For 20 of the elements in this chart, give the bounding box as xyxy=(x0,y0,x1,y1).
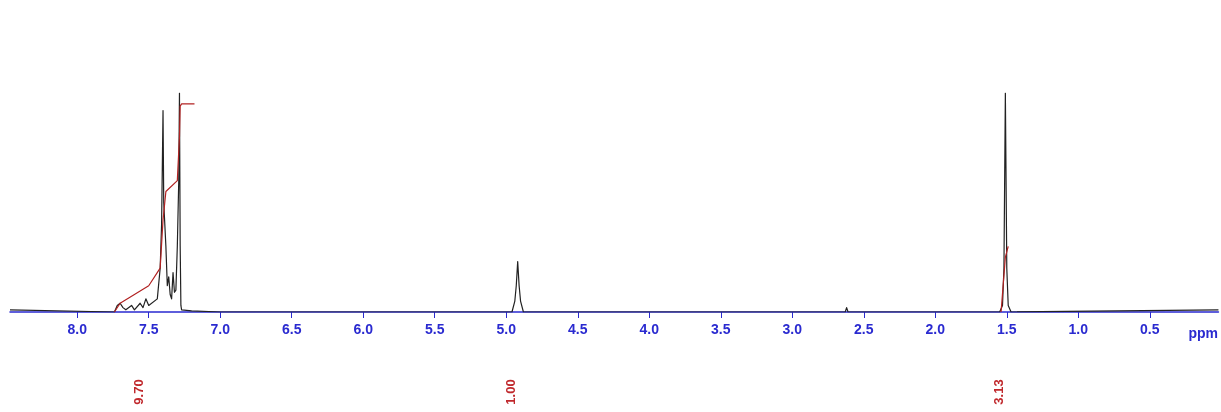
x-tick-label: 8.0 xyxy=(67,321,88,337)
x-tick-label: 1.0 xyxy=(1068,321,1089,337)
x-tick-label: 7.5 xyxy=(138,321,159,337)
x-tick-label: 7.0 xyxy=(210,321,231,337)
text: 9.70 xyxy=(130,379,146,405)
x-tick-label: 6.0 xyxy=(353,321,374,337)
x-axis-title: ppm xyxy=(1188,325,1219,341)
x-tick-label: 2.5 xyxy=(854,321,874,337)
x-tick-label: 5.0 xyxy=(496,321,517,337)
x-tick-label: 1.5 xyxy=(997,321,1017,337)
x-tick-label: 2.0 xyxy=(925,321,946,337)
x-tick-label: 4.0 xyxy=(639,321,660,337)
text: 1.00 xyxy=(502,379,518,405)
text: 3.13 xyxy=(990,379,1006,405)
x-tick-label: 4.5 xyxy=(568,321,588,337)
x-tick-label: 0.5 xyxy=(1140,321,1160,337)
x-tick-label: 5.5 xyxy=(425,321,445,337)
x-tick-label: 3.0 xyxy=(782,321,803,337)
x-tick-label: 6.5 xyxy=(282,321,302,337)
x-tick-label: 3.5 xyxy=(711,321,731,337)
